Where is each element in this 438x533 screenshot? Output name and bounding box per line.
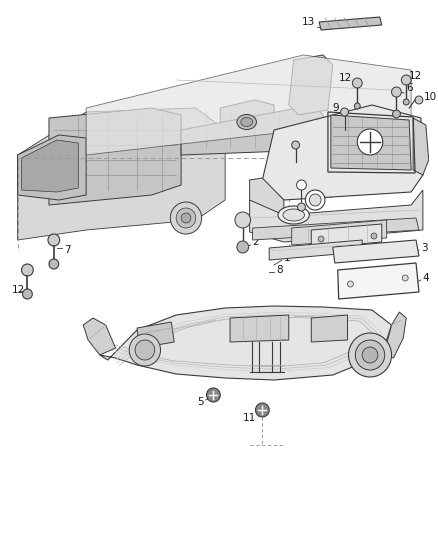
Polygon shape: [384, 312, 406, 358]
Text: 9: 9: [332, 103, 339, 113]
Circle shape: [170, 202, 201, 234]
Ellipse shape: [278, 206, 309, 224]
Circle shape: [181, 213, 191, 223]
Ellipse shape: [237, 115, 257, 130]
Circle shape: [347, 281, 353, 287]
Circle shape: [403, 99, 409, 105]
Text: 8: 8: [276, 265, 283, 275]
Circle shape: [392, 110, 400, 118]
Circle shape: [357, 129, 383, 155]
Polygon shape: [83, 318, 116, 355]
Circle shape: [176, 208, 196, 228]
Circle shape: [318, 236, 324, 242]
Polygon shape: [18, 108, 225, 240]
Circle shape: [22, 289, 32, 299]
Circle shape: [349, 333, 392, 377]
Polygon shape: [220, 100, 274, 145]
Circle shape: [341, 108, 349, 116]
Circle shape: [362, 347, 378, 363]
Circle shape: [255, 403, 269, 417]
Circle shape: [371, 233, 377, 239]
Circle shape: [305, 190, 325, 210]
Polygon shape: [413, 118, 429, 175]
Text: 1: 1: [284, 253, 290, 263]
Polygon shape: [18, 135, 86, 200]
Polygon shape: [253, 218, 419, 240]
Circle shape: [309, 194, 321, 206]
Polygon shape: [338, 263, 419, 299]
Polygon shape: [86, 55, 411, 155]
Circle shape: [401, 75, 411, 85]
Ellipse shape: [283, 209, 304, 221]
Polygon shape: [49, 108, 181, 205]
Circle shape: [415, 96, 423, 104]
Polygon shape: [292, 220, 387, 245]
Text: 2: 2: [253, 237, 259, 247]
Text: 12: 12: [339, 73, 353, 83]
Polygon shape: [21, 140, 78, 192]
Polygon shape: [100, 306, 392, 380]
Polygon shape: [230, 315, 289, 342]
Text: 10: 10: [424, 92, 437, 102]
Polygon shape: [311, 224, 382, 248]
Polygon shape: [250, 190, 423, 242]
Polygon shape: [319, 17, 382, 30]
Polygon shape: [250, 178, 284, 218]
Polygon shape: [269, 240, 362, 260]
Circle shape: [237, 241, 249, 253]
Text: 4: 4: [423, 273, 430, 283]
Text: 5: 5: [197, 397, 204, 407]
Text: 7: 7: [64, 245, 70, 255]
Circle shape: [21, 264, 33, 276]
Text: 13: 13: [302, 17, 315, 27]
Circle shape: [297, 180, 307, 190]
Ellipse shape: [241, 117, 253, 126]
Circle shape: [235, 212, 251, 228]
Circle shape: [292, 141, 300, 149]
Circle shape: [392, 87, 401, 97]
Polygon shape: [137, 322, 174, 348]
Polygon shape: [311, 315, 347, 342]
Text: 14: 14: [321, 190, 334, 200]
Circle shape: [297, 203, 305, 211]
Text: 12: 12: [409, 71, 422, 81]
Polygon shape: [181, 105, 323, 155]
Circle shape: [48, 234, 60, 246]
Text: 3: 3: [421, 243, 427, 253]
Text: 6: 6: [406, 83, 413, 93]
Circle shape: [348, 254, 353, 259]
Circle shape: [355, 340, 385, 370]
Circle shape: [401, 247, 406, 253]
Text: 12: 12: [12, 285, 25, 295]
Polygon shape: [333, 240, 419, 263]
Polygon shape: [262, 105, 423, 200]
Circle shape: [135, 340, 155, 360]
Circle shape: [129, 334, 161, 366]
Text: 6: 6: [295, 147, 301, 157]
Circle shape: [207, 388, 220, 402]
Polygon shape: [331, 115, 411, 170]
Circle shape: [354, 103, 360, 109]
Circle shape: [353, 78, 362, 88]
Circle shape: [49, 259, 59, 269]
Polygon shape: [289, 55, 333, 115]
Text: 10: 10: [307, 177, 321, 187]
Circle shape: [403, 275, 408, 281]
Text: 11: 11: [243, 413, 257, 423]
